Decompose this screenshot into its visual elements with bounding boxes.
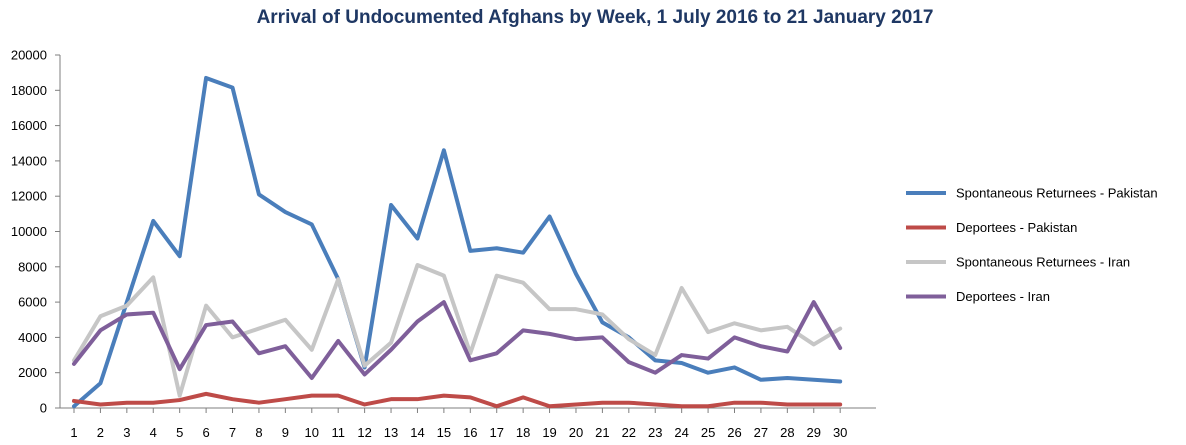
y-tick-label: 4000 bbox=[18, 330, 47, 345]
y-tick-label: 8000 bbox=[18, 259, 47, 274]
y-tick-label: 6000 bbox=[18, 295, 47, 310]
y-tick-label: 18000 bbox=[11, 83, 47, 98]
series-line bbox=[72, 263, 843, 398]
chart-title: Arrival of Undocumented Afghans by Week,… bbox=[257, 7, 934, 28]
x-tick-label: 10 bbox=[305, 425, 319, 440]
x-tick-label: 17 bbox=[489, 425, 503, 440]
x-tick-label: 6 bbox=[202, 425, 209, 440]
x-tick-label: 29 bbox=[807, 425, 821, 440]
y-tick-label: 2000 bbox=[18, 365, 47, 380]
x-tick-label: 23 bbox=[648, 425, 662, 440]
x-tick-label: 27 bbox=[754, 425, 768, 440]
x-tick-label: 28 bbox=[780, 425, 794, 440]
series-2 bbox=[72, 263, 843, 398]
x-tick-label: 19 bbox=[542, 425, 556, 440]
y-axis-ticks: 0 2000 4000 6000 8000 10000 12000 14000 16000 180… bbox=[11, 48, 60, 416]
x-tick-label: 30 bbox=[833, 425, 847, 440]
y-tick-label: 16000 bbox=[11, 118, 47, 133]
series-layer bbox=[72, 75, 843, 409]
legend: Spontaneous Returnees - Pakistan Deportee… bbox=[906, 186, 1158, 304]
x-tick-label: 18 bbox=[516, 425, 530, 440]
legend-label: Spontaneous Returnees - Pakistan bbox=[956, 186, 1158, 201]
x-tick-label: 7 bbox=[229, 425, 236, 440]
series-line bbox=[72, 300, 843, 380]
series-line bbox=[72, 75, 843, 409]
x-axis-ticks: 1 2 3 4 5 6 7 8 9 10 11 12 13 14 15 16 17 18 19 20 21 22 23 24 2… bbox=[70, 408, 847, 440]
legend-label: Deportees - Pakistan bbox=[956, 220, 1077, 235]
x-tick-label: 13 bbox=[384, 425, 398, 440]
x-tick-label: 16 bbox=[463, 425, 477, 440]
series-0 bbox=[72, 75, 843, 409]
series-line bbox=[72, 391, 843, 409]
x-tick-label: 11 bbox=[331, 425, 345, 440]
x-tick-label: 9 bbox=[282, 425, 289, 440]
y-tick-label: 20000 bbox=[11, 48, 47, 63]
x-tick-label: 20 bbox=[569, 425, 583, 440]
x-tick-label: 12 bbox=[357, 425, 371, 440]
y-tick-label: 12000 bbox=[11, 189, 47, 204]
y-tick-label: 14000 bbox=[11, 153, 47, 168]
x-tick-label: 1 bbox=[70, 425, 77, 440]
series-3 bbox=[72, 300, 843, 380]
legend-label: Spontaneous Returnees - Iran bbox=[956, 255, 1130, 270]
x-tick-label: 4 bbox=[150, 425, 157, 440]
y-tick-label: 10000 bbox=[11, 224, 47, 239]
x-tick-label: 26 bbox=[727, 425, 741, 440]
x-tick-label: 3 bbox=[123, 425, 130, 440]
series-1 bbox=[72, 391, 843, 409]
x-tick-label: 24 bbox=[674, 425, 688, 440]
x-tick-label: 5 bbox=[176, 425, 183, 440]
x-tick-label: 14 bbox=[410, 425, 424, 440]
x-tick-label: 8 bbox=[255, 425, 262, 440]
legend-label: Deportees - Iran bbox=[956, 289, 1050, 304]
x-tick-label: 15 bbox=[437, 425, 451, 440]
x-tick-label: 21 bbox=[595, 425, 609, 440]
x-tick-label: 22 bbox=[622, 425, 636, 440]
x-tick-label: 2 bbox=[97, 425, 104, 440]
x-tick-label: 25 bbox=[701, 425, 715, 440]
y-tick-label: 0 bbox=[40, 401, 47, 416]
